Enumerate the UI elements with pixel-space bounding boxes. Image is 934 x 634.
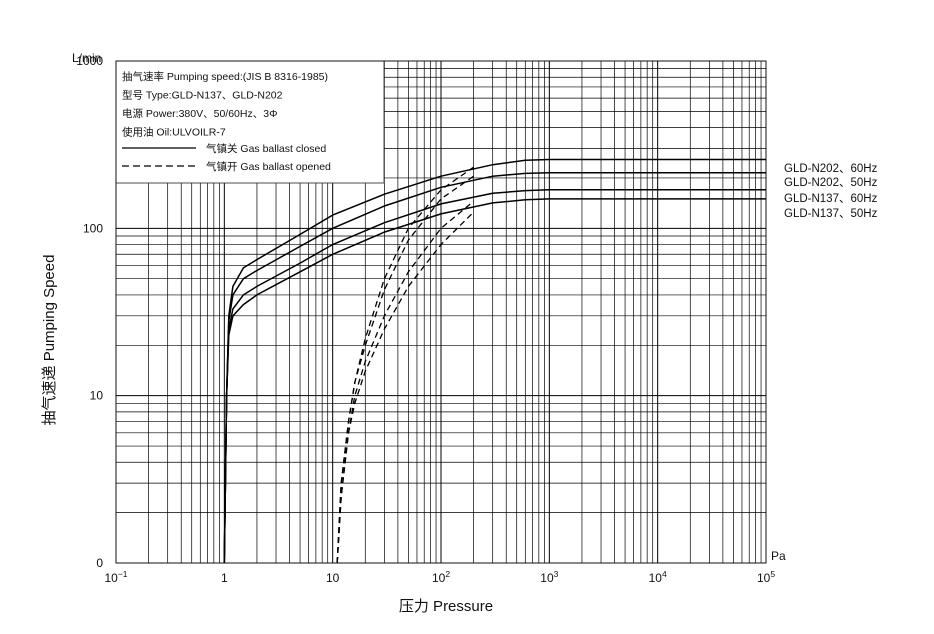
series-label: GLD-N137、50Hz xyxy=(784,208,878,220)
x-tick-label: 104 xyxy=(649,569,667,585)
x-unit-label: Pa xyxy=(771,549,786,563)
legend-box xyxy=(115,60,385,184)
x-tick-label: 10−1 xyxy=(104,569,127,585)
series-label: GLD-N137、60Hz xyxy=(784,193,878,205)
info-line: 抽气速率 Pumping speed:(JIS B 8316-1985) xyxy=(122,70,328,83)
curve-closed-2 xyxy=(223,189,766,564)
plot-frame xyxy=(115,60,767,564)
curve-opened-0 xyxy=(336,166,474,564)
x-tick-label: 105 xyxy=(757,569,775,585)
legend-label: 气镇关 Gas ballast closed xyxy=(206,142,326,155)
y-tick-label: 10 xyxy=(90,389,104,403)
y-tick-label: 1000 xyxy=(76,54,103,68)
info-line: 电源 Power:380V、50/60Hz、3Φ xyxy=(122,107,277,120)
curve-opened-1 xyxy=(336,175,474,564)
x-axis-title: 压力 Pressure xyxy=(399,598,493,615)
x-tick-label: 103 xyxy=(540,569,558,585)
curve-opened-2 xyxy=(336,200,475,564)
curve-closed-3 xyxy=(223,198,766,564)
series-label: GLD-N202、60Hz xyxy=(784,163,878,175)
x-tick-label: 1 xyxy=(221,571,228,585)
y-unit-label: L/min xyxy=(72,51,101,65)
legend-label: 气镇开 Gas ballast opened xyxy=(206,160,331,173)
curve-opened-3 xyxy=(336,211,475,564)
curve-closed-1 xyxy=(223,171,766,564)
legend: 抽气速率 Pumping speed:(JIS B 8316-1985) 型号 T… xyxy=(122,70,331,173)
series-label: GLD-N202、50Hz xyxy=(784,177,878,189)
x-tick-label: 10 xyxy=(326,571,340,585)
series-labels: GLD-N202、60Hz GLD-N202、50Hz GLD-N137、60Hz G… xyxy=(784,163,878,220)
info-line: 型号 Type:GLD-N137、GLD-N202 xyxy=(122,89,283,102)
curves xyxy=(223,158,766,564)
tick-labels: 0 10 100 1000 10−1 1 10 102 103 104 105 xyxy=(76,54,775,585)
x-tick-label: 102 xyxy=(432,569,450,585)
info-line: 使用油 Oil:ULVOILR-7 xyxy=(122,126,226,139)
y-axis-title: 抽气速递 Pumping Speed xyxy=(41,255,58,426)
y-tick-label: 100 xyxy=(83,221,103,235)
curve-closed-0 xyxy=(223,158,766,564)
y-tick-label: 0 xyxy=(96,556,103,570)
